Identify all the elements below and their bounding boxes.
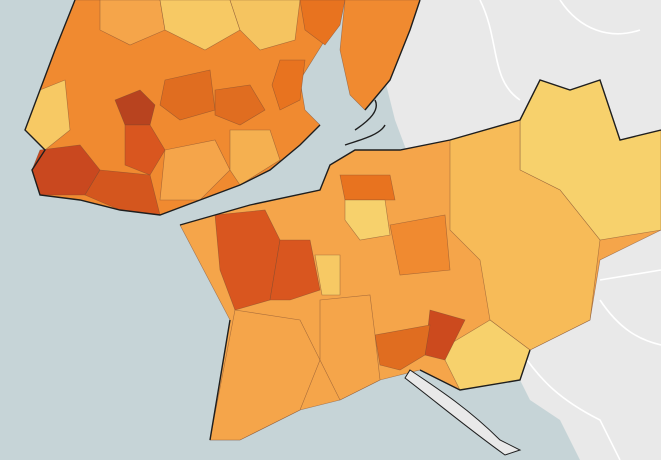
road bbox=[479, 0, 661, 346]
coastline bbox=[209, 319, 531, 441]
coastline bbox=[344, 0, 421, 146]
region bbox=[314, 254, 341, 296]
region bbox=[229, 129, 281, 186]
road bbox=[519, 349, 621, 460]
neighbouring-land bbox=[380, 0, 661, 460]
region bbox=[269, 239, 321, 301]
region bbox=[214, 84, 266, 126]
region bbox=[449, 119, 601, 351]
region bbox=[114, 89, 156, 126]
coastline bbox=[179, 79, 661, 226]
region bbox=[374, 324, 431, 371]
region bbox=[389, 214, 451, 276]
region bbox=[159, 0, 241, 51]
region bbox=[299, 0, 346, 46]
region bbox=[271, 59, 306, 111]
region bbox=[344, 199, 391, 241]
coastline bbox=[24, 0, 321, 216]
region bbox=[339, 174, 396, 201]
region bbox=[229, 0, 301, 51]
sand-spit bbox=[404, 369, 522, 456]
region bbox=[124, 124, 166, 176]
region bbox=[159, 139, 231, 201]
region bbox=[319, 294, 381, 401]
region bbox=[159, 69, 216, 121]
region bbox=[99, 0, 166, 46]
